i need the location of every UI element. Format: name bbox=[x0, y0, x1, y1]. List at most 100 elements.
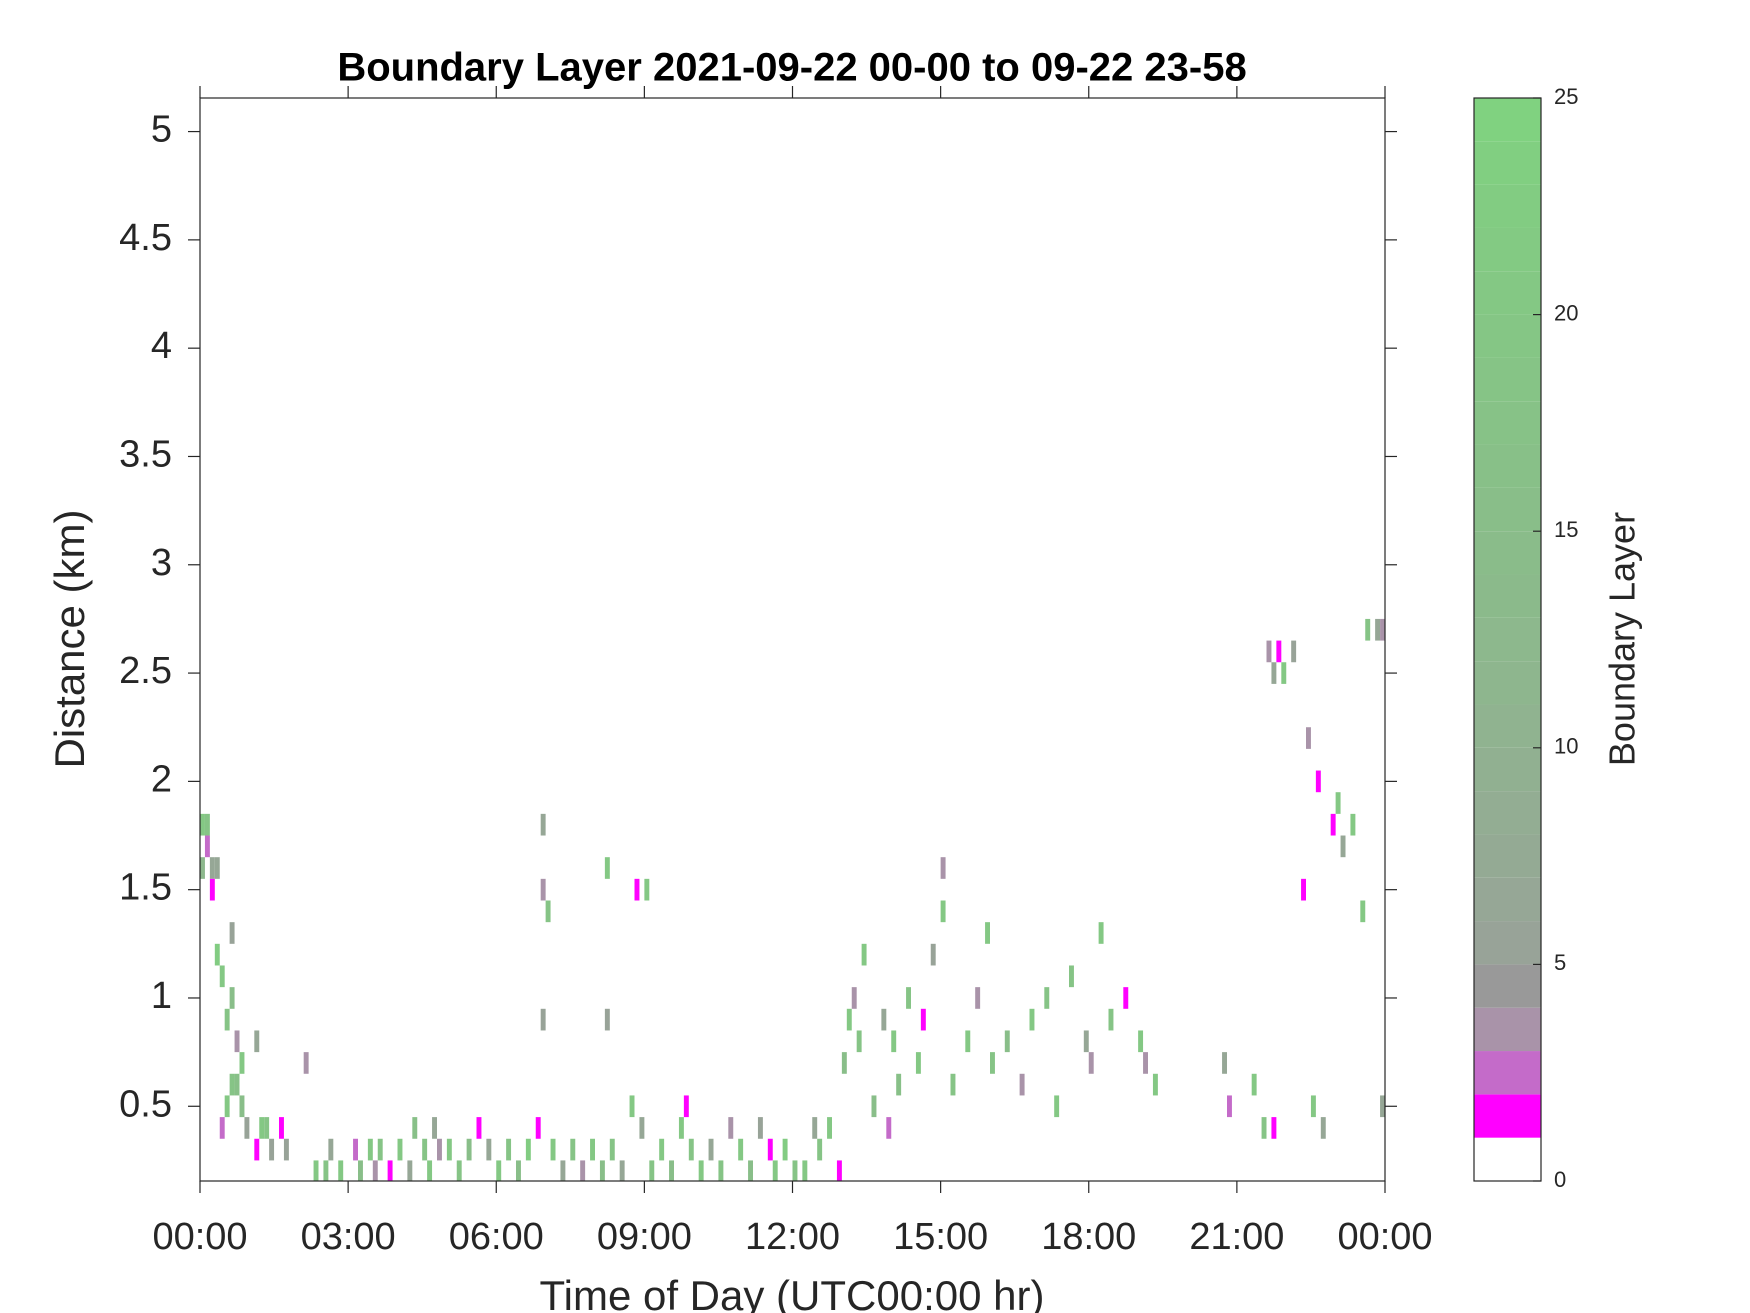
heatmap-cell bbox=[353, 1138, 358, 1161]
colorbar-segment bbox=[1474, 834, 1541, 878]
colorbar-tick-label: 15 bbox=[1554, 517, 1578, 542]
y-tick-label: 2 bbox=[151, 758, 172, 800]
heatmap-cell bbox=[1044, 987, 1050, 1009]
y-tick-label: 3 bbox=[151, 542, 172, 584]
heatmap-cell bbox=[634, 878, 640, 901]
heatmap-cell bbox=[767, 1138, 773, 1161]
heatmap-cell bbox=[550, 1138, 556, 1161]
heatmap-cell bbox=[669, 1160, 674, 1181]
colorbar-segment bbox=[1474, 401, 1541, 445]
colorbar-segment bbox=[1474, 271, 1541, 315]
colorbar-segment bbox=[1474, 98, 1541, 142]
colorbar-tick-label: 5 bbox=[1554, 950, 1566, 975]
heatmap-cell bbox=[1276, 640, 1282, 663]
y-axis-label: Distance (km) bbox=[46, 509, 93, 768]
heatmap-cell bbox=[817, 1138, 823, 1161]
heatmap-cell bbox=[1019, 1073, 1025, 1096]
x-tick-label: 00:00 bbox=[152, 1216, 247, 1258]
y-tick-label: 5 bbox=[151, 109, 172, 151]
heatmap-cell bbox=[1320, 1117, 1326, 1139]
heatmap-cell bbox=[269, 1138, 275, 1161]
heatmap-cell bbox=[338, 1160, 344, 1181]
heatmap-cell bbox=[204, 835, 210, 858]
heatmap-cell bbox=[219, 965, 225, 988]
colorbar-segment bbox=[1474, 227, 1541, 272]
heatmap-cell bbox=[259, 1117, 265, 1139]
heatmap-cell bbox=[659, 1138, 665, 1161]
heatmap-cell bbox=[920, 1008, 926, 1031]
heatmap-cell bbox=[1098, 922, 1104, 944]
heatmap-cell bbox=[599, 1160, 605, 1181]
heatmap-cell bbox=[678, 1117, 684, 1139]
x-tick-label: 18:00 bbox=[1041, 1216, 1136, 1258]
heatmap-cell bbox=[244, 1117, 250, 1139]
heatmap-cell bbox=[525, 1138, 531, 1161]
heatmap-cell bbox=[1330, 813, 1336, 836]
heatmap-cell bbox=[229, 1073, 235, 1096]
colorbar-label: Boundary Layer bbox=[1602, 512, 1643, 766]
heatmap-cell bbox=[812, 1117, 818, 1139]
colorbar-segment bbox=[1474, 531, 1541, 575]
heatmap-cell bbox=[476, 1117, 482, 1139]
heatmap-cell bbox=[1306, 727, 1311, 749]
heatmap-cell bbox=[802, 1160, 808, 1181]
colorbar-segment bbox=[1474, 1137, 1541, 1181]
heatmap-cell bbox=[1152, 1073, 1158, 1096]
heatmap-cell bbox=[782, 1138, 788, 1161]
heatmap-cell bbox=[1360, 900, 1366, 923]
heatmap-cell bbox=[738, 1138, 744, 1161]
heatmap-cell bbox=[200, 813, 205, 836]
colorbar-segment bbox=[1474, 964, 1541, 1008]
heatmap-cell bbox=[367, 1138, 373, 1161]
heatmap-cell bbox=[772, 1160, 778, 1181]
heatmap-cell bbox=[609, 1138, 615, 1161]
heatmap-cell bbox=[540, 813, 546, 836]
heatmap-cell bbox=[683, 1095, 689, 1118]
heatmap-cell bbox=[985, 922, 990, 944]
heatmap-cell bbox=[871, 1095, 877, 1118]
heatmap-cell bbox=[950, 1073, 956, 1096]
heatmap-cell bbox=[432, 1117, 437, 1139]
heatmap-cell bbox=[427, 1160, 433, 1181]
heatmap-cell bbox=[209, 878, 215, 901]
heatmap-cell bbox=[496, 1160, 502, 1181]
heatmap-cell bbox=[200, 857, 205, 879]
heatmap-cell bbox=[234, 1030, 240, 1053]
heatmap-cell bbox=[1291, 640, 1297, 663]
colorbar-segment bbox=[1474, 141, 1541, 185]
x-tick-label: 06:00 bbox=[449, 1216, 544, 1258]
heatmap-cell bbox=[891, 1030, 897, 1053]
heatmap-cell bbox=[1335, 792, 1341, 814]
heatmap-cell bbox=[1108, 1008, 1114, 1031]
heatmap-cell bbox=[975, 987, 981, 1009]
chart-title: Boundary Layer 2021-09-22 00-00 to 09-22… bbox=[337, 46, 1246, 90]
heatmap-cell bbox=[214, 943, 220, 966]
heatmap-cell bbox=[1310, 1095, 1316, 1118]
heatmap-cell bbox=[629, 1095, 635, 1118]
colorbar-tick-label: 0 bbox=[1554, 1167, 1566, 1192]
x-tick-label: 00:00 bbox=[1337, 1216, 1432, 1258]
heatmap-cell bbox=[708, 1138, 714, 1161]
heatmap-cell bbox=[940, 900, 946, 923]
x-tick-label: 12:00 bbox=[745, 1216, 840, 1258]
heatmap-cell bbox=[590, 1138, 595, 1161]
heatmap-cell bbox=[1271, 662, 1277, 684]
heatmap-cell bbox=[303, 1052, 309, 1074]
x-tick-label: 03:00 bbox=[301, 1216, 396, 1258]
heatmap-cell bbox=[397, 1138, 403, 1161]
heatmap-cell bbox=[1251, 1073, 1257, 1096]
x-tick-label: 15:00 bbox=[893, 1216, 988, 1258]
heatmap-cell bbox=[1375, 618, 1381, 641]
heatmap-cell bbox=[1227, 1095, 1232, 1118]
heatmap-cell bbox=[1340, 835, 1346, 858]
colorbar-segment bbox=[1474, 1094, 1541, 1138]
heatmap-cell bbox=[323, 1160, 329, 1181]
heatmap-cell bbox=[239, 1052, 245, 1074]
colorbar-tick-label: 20 bbox=[1554, 300, 1578, 325]
heatmap-cell bbox=[1301, 878, 1306, 901]
heatmap-cell bbox=[1143, 1052, 1148, 1074]
colorbar-segment bbox=[1474, 747, 1541, 792]
heatmap-cell bbox=[234, 1073, 240, 1096]
heatmap-cell bbox=[204, 813, 210, 836]
